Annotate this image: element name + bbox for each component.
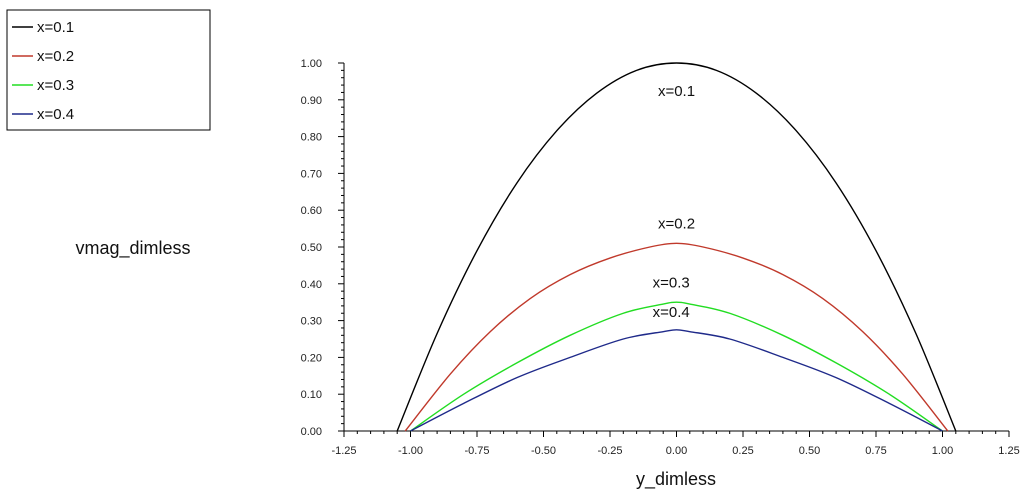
x-tick-label: 0.50 [799, 445, 820, 457]
y-tick-label: 0.70 [301, 168, 322, 180]
x-tick-label: -0.25 [597, 445, 622, 457]
y-tick-label: 0.40 [301, 279, 322, 291]
x-axis-title: y_dimless [636, 469, 716, 490]
y-tick-label: 1.00 [301, 58, 322, 70]
y-tick-label: 0.30 [301, 316, 322, 328]
x-tick-label: 0.75 [865, 445, 886, 457]
y-axis-title: vmag_dimless [75, 238, 190, 259]
y-tick-label: 0.00 [301, 426, 322, 438]
x-tick-label: 0.25 [732, 445, 753, 457]
series-line-3 [410, 301, 943, 432]
x-tick-label: 0.00 [666, 445, 687, 457]
legend-frame [6, 9, 211, 131]
y-tick-label: 0.80 [301, 132, 322, 144]
y-tick-label: 0.50 [301, 242, 322, 254]
y-tick-label: 0.10 [301, 389, 322, 401]
series-annotation-4: x=0.4 [653, 304, 690, 321]
legend-label: x=0.3 [37, 77, 74, 94]
series-annotation-1: x=0.1 [658, 83, 695, 100]
axes: -1.25 -1.00 -0.75 -0.50 -0.25 0.00 0.25 0.50 0.7… [301, 58, 1020, 457]
series-line-4 [410, 329, 943, 432]
x-tick-label: 1.00 [932, 445, 953, 457]
series-annotation-2: x=0.2 [658, 216, 695, 233]
legend-label: x=0.1 [37, 19, 74, 36]
x-tick-label: -1.25 [331, 445, 356, 457]
series-annotation-3: x=0.3 [653, 274, 690, 291]
x-tick-label: -0.75 [464, 445, 489, 457]
y-tick-label: 0.20 [301, 352, 322, 364]
annotations: x=0.1 x=0.2 x=0.3 x=0.4 [653, 83, 695, 321]
legend: x=0.1 x=0.2 x=0.3 x=0.4 [6, 9, 211, 131]
plot-area [396, 62, 957, 432]
x-tick-label: 1.25 [998, 445, 1019, 457]
x-tick-label: -1.00 [398, 445, 423, 457]
series-line-2 [404, 242, 949, 432]
legend-label: x=0.4 [37, 106, 74, 123]
legend-label: x=0.2 [37, 48, 74, 65]
y-tick-label: 0.60 [301, 205, 322, 217]
y-tick-label: 0.90 [301, 95, 322, 107]
x-tick-label: -0.50 [531, 445, 556, 457]
series-line-1 [396, 62, 957, 432]
